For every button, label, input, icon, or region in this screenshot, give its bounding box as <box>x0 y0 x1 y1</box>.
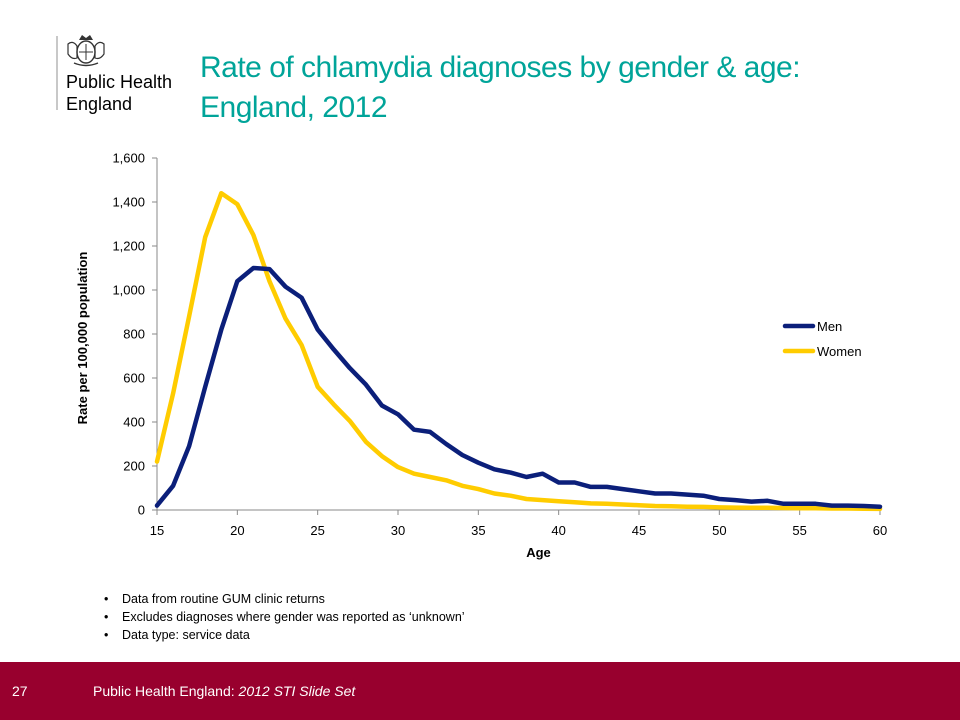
page-title: Rate of chlamydia diagnoses by gender & … <box>200 48 940 128</box>
y-tick-label: 1,200 <box>112 239 145 254</box>
page-number: 27 <box>12 683 28 699</box>
legend-label-women: Women <box>817 344 862 359</box>
footer-bar: 27 Public Health England: 2012 STI Slide… <box>0 662 960 720</box>
legend-label-men: Men <box>817 319 842 334</box>
x-axis-title: Age <box>526 545 551 560</box>
y-tick-label: 1,400 <box>112 195 145 210</box>
org-logo-text: Public Health England <box>66 71 172 115</box>
y-tick-label: 0 <box>138 503 145 518</box>
org-name-line1: Public Health <box>66 72 173 92</box>
title-line2: England, 2012 <box>200 91 388 124</box>
x-tick-label: 15 <box>150 523 164 538</box>
x-tick-label: 25 <box>310 523 324 538</box>
x-tick-label: 45 <box>632 523 646 538</box>
y-tick-label: 200 <box>123 459 145 474</box>
y-tick-label: 1,000 <box>112 283 145 298</box>
x-tick-label: 55 <box>792 523 806 538</box>
x-tick-label: 20 <box>230 523 244 538</box>
title-line1: Rate of chlamydia diagnoses by gender & … <box>200 51 801 84</box>
x-tick-label: 50 <box>712 523 726 538</box>
series-line-women <box>154 190 883 512</box>
notes-list: Data from routine GUM clinic returns Exc… <box>104 590 465 644</box>
x-tick-label: 35 <box>471 523 485 538</box>
y-tick-label: 400 <box>123 415 145 430</box>
note-item: Data from routine GUM clinic returns <box>104 590 465 608</box>
royal-crest-icon <box>67 35 105 67</box>
note-item: Data type: service data <box>104 626 465 644</box>
y-tick-label: 1,600 <box>112 151 145 166</box>
note-item: Excludes diagnoses where gender was repo… <box>104 608 465 626</box>
footer-text: Public Health England: 2012 STI Slide Se… <box>93 683 355 699</box>
logo-divider <box>56 36 58 110</box>
x-tick-label: 30 <box>391 523 405 538</box>
org-name-line2: England <box>66 94 133 114</box>
line-chart: 0 200 400 600 800 1,000 1,200 1,400 1,600 15 20 25 3… <box>75 151 887 561</box>
y-tick-label: 800 <box>123 327 145 342</box>
y-axis-title: Rate per 100,000 population <box>75 252 90 425</box>
footer-slide-set: 2012 STI Slide Set <box>238 683 356 699</box>
y-tick-label: 600 <box>123 371 145 386</box>
x-tick-label: 40 <box>551 523 565 538</box>
footer-org: Public Health England: <box>93 683 239 699</box>
series-line-men <box>154 265 883 509</box>
x-tick-label: 60 <box>873 523 887 538</box>
